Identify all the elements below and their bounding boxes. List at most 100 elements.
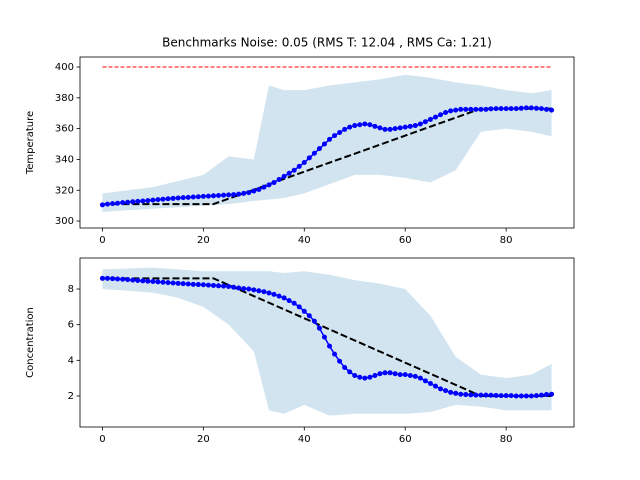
data-point — [362, 375, 368, 381]
data-point — [483, 392, 489, 398]
data-point — [256, 186, 262, 192]
data-point — [463, 106, 469, 112]
data-point — [407, 123, 413, 129]
data-point — [367, 122, 373, 128]
data-point — [306, 313, 312, 319]
data-point — [200, 282, 206, 288]
data-point — [311, 318, 317, 324]
data-point — [281, 295, 287, 301]
data-point — [271, 180, 277, 186]
data-point — [438, 386, 444, 392]
data-point — [538, 106, 544, 112]
data-point — [342, 364, 348, 370]
data-point — [352, 123, 358, 129]
data-point — [488, 106, 494, 112]
data-point — [110, 201, 116, 207]
data-point — [311, 150, 317, 156]
data-point — [478, 106, 484, 112]
data-point — [286, 298, 292, 304]
data-point — [150, 197, 156, 203]
data-point — [175, 280, 181, 286]
data-point — [296, 163, 302, 169]
data-point — [458, 391, 464, 397]
data-point — [463, 392, 469, 398]
data-point — [200, 193, 206, 199]
data-point — [251, 287, 257, 293]
x-tick-label: 0 — [99, 235, 105, 246]
data-point — [448, 389, 454, 395]
data-point — [468, 392, 474, 398]
reference-line — [102, 277, 552, 397]
data-point — [533, 105, 539, 111]
data-point — [125, 199, 131, 205]
data-point — [165, 196, 171, 202]
y-tick-label: 320 — [55, 185, 74, 196]
data-point — [377, 125, 383, 131]
data-point — [246, 190, 252, 196]
data-point — [140, 278, 146, 284]
data-point — [332, 133, 338, 139]
data-point — [165, 280, 171, 286]
data-point — [412, 373, 418, 379]
data-point — [115, 276, 121, 282]
axes-frame — [79, 56, 575, 229]
data-point — [508, 106, 514, 112]
data-point — [120, 276, 126, 282]
data-point — [503, 393, 509, 399]
data-point — [483, 106, 489, 112]
data-point — [422, 119, 428, 125]
data-point — [321, 334, 327, 340]
data-point — [417, 121, 423, 127]
data-point — [306, 155, 312, 161]
x-tick-label: 60 — [399, 235, 412, 246]
data-point — [261, 184, 267, 190]
data-point — [301, 308, 307, 314]
data-point — [160, 196, 166, 202]
data-point — [352, 372, 358, 378]
data-point — [301, 160, 307, 166]
y-tick-label: 8 — [68, 284, 74, 295]
data-point — [377, 371, 383, 377]
x-tick-label: 20 — [197, 235, 210, 246]
data-point — [438, 112, 444, 118]
data-point — [498, 393, 504, 399]
data-point — [493, 392, 499, 398]
data-point — [180, 195, 186, 201]
x-tick-label: 40 — [298, 434, 311, 445]
data-point — [387, 370, 393, 376]
data-point — [453, 390, 459, 396]
data-point — [347, 124, 353, 130]
data-point — [513, 393, 519, 399]
data-point — [276, 293, 282, 299]
data-point — [387, 126, 393, 132]
data-point — [402, 124, 408, 130]
data-point — [473, 106, 479, 112]
data-point — [155, 279, 161, 285]
data-point — [266, 182, 272, 188]
data-point — [130, 199, 136, 205]
data-point — [226, 284, 232, 290]
data-point — [518, 105, 524, 111]
data-point — [190, 194, 196, 200]
data-point — [125, 277, 131, 283]
x-tick-label: 0 — [99, 434, 105, 445]
data-point — [538, 392, 544, 398]
x-tick-label: 40 — [298, 235, 311, 246]
data-point — [407, 372, 413, 378]
y-axis-label: Concentration — [25, 307, 36, 378]
data-point — [316, 146, 322, 152]
data-point — [427, 116, 433, 122]
data-point — [523, 105, 529, 111]
x-tick-label: 80 — [500, 434, 513, 445]
data-point — [468, 106, 474, 112]
data-point — [382, 370, 388, 376]
y-tick-label: 2 — [68, 391, 74, 402]
y-tick-label: 300 — [55, 216, 74, 227]
data-point — [195, 194, 201, 200]
data-point — [392, 371, 398, 377]
data-point — [357, 374, 363, 380]
data-point — [432, 114, 438, 120]
data-point — [185, 281, 191, 287]
